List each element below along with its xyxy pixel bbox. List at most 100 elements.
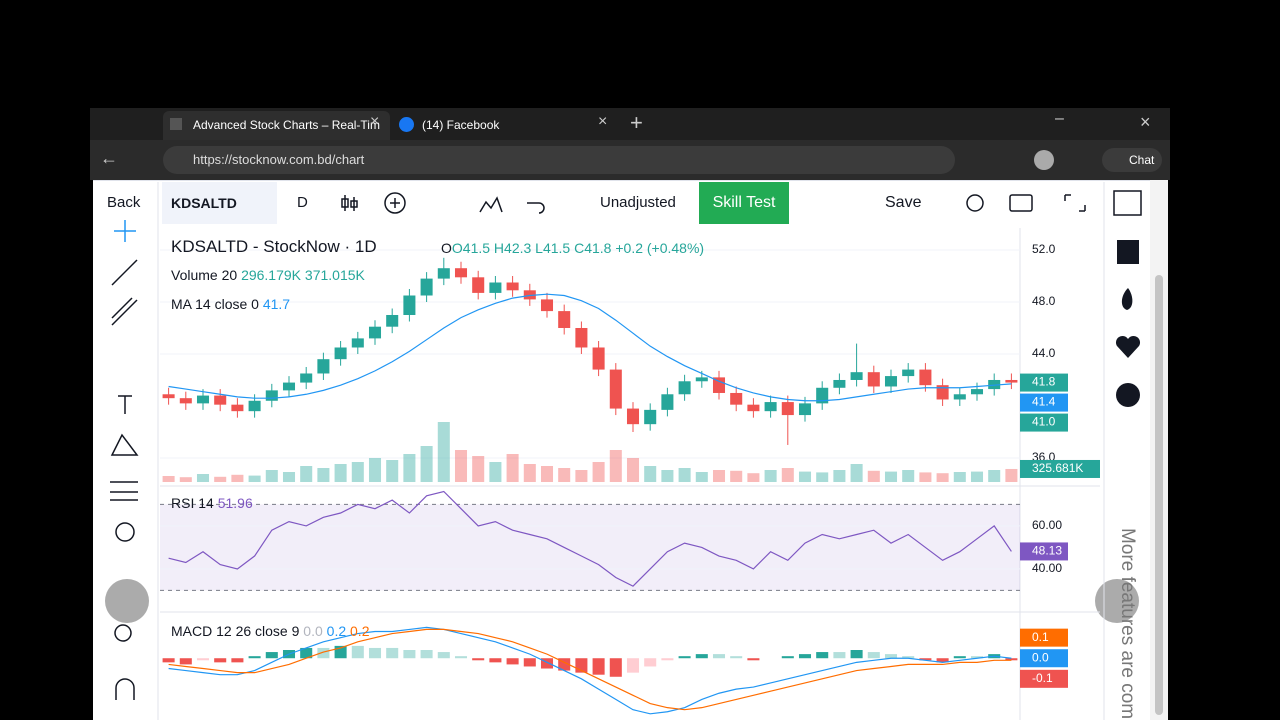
volume-bar [695,472,708,482]
nav-right[interactable] [1095,579,1139,623]
value: 0.2 [326,623,347,639]
candle-body [661,394,674,410]
tab-title: (14) Facebook [422,118,500,132]
candle-body [506,282,519,291]
minimize[interactable]: – [1055,110,1064,127]
volume-bar [747,473,760,482]
histogram-bar [919,658,932,661]
close-tab[interactable]: × [370,113,380,130]
chat-button[interactable]: Chat [1102,148,1162,172]
divider [93,180,1150,181]
profile[interactable] [1034,150,1054,170]
candle-body [300,373,313,383]
close-tab[interactable]: × [598,113,608,130]
candle-body [764,402,777,412]
volume-bar [558,468,571,482]
value: 371.015K [304,267,365,283]
back-text: Back [107,194,141,211]
histogram-bar [420,650,433,659]
tab-icon [170,118,182,130]
symbol-search[interactable]: KDSALTD [162,182,277,224]
volume-bar [867,470,880,482]
tab-active[interactable]: Advanced Stock Charts – Real-Tim [163,111,390,140]
volume-legend: Volume 20 296.179K 371.015K [171,267,365,283]
volume-bar [489,462,502,482]
histogram-bar [523,658,536,667]
price-badge-label: 48.13 [1032,544,1062,558]
new-tab[interactable]: + [630,110,643,135]
candle-body [351,338,364,348]
price-badge [1020,669,1068,688]
volume-bar [816,472,829,482]
price-badge-label: 41.8 [1032,375,1056,389]
volume-bar [781,468,794,482]
url-field[interactable]: https://stocknow.com.bd/chart [163,146,955,174]
title: KDSALTD - StockNow [171,237,340,256]
candle-body [867,372,880,387]
candle-body [540,299,554,312]
histogram-bar [798,654,812,659]
change: +0.2 (+0.48%) [615,240,705,256]
histogram-bar [196,658,210,661]
close: C41.8 [574,240,612,256]
histogram-bar [867,652,880,659]
price-badge-label: 41.0 [1032,415,1056,429]
candle-body [437,268,450,279]
tab-title: Advanced Stock Charts – Real-Tim [193,118,380,132]
candle-body [454,268,468,278]
skill-test[interactable]: Skill Test [699,182,789,224]
macd-line [168,626,1012,715]
candle-body [334,347,347,360]
url: https://stocknow.com.bd/chart [193,152,365,167]
adjust[interactable]: Unadjusted [600,182,676,224]
histogram-bar [231,658,244,663]
close-window[interactable]: × [1140,112,1151,132]
scrollbar [1150,180,1168,720]
volume-bar [833,470,846,482]
candle-body [231,404,244,412]
tab[interactable]: (14) Facebook [392,111,612,140]
interval[interactable]: D [297,182,308,224]
candle-body [798,403,812,416]
adjust-text: Unadjusted [600,194,676,211]
histogram-bar [540,658,554,669]
candle-body [179,398,192,404]
candle-body [712,377,726,393]
label: RSI 14 [171,495,214,511]
back-button[interactable]: ← [100,148,118,168]
candle-body [884,376,898,387]
save[interactable]: Save [885,182,921,224]
nav-left[interactable] [105,579,149,623]
candle-body [523,290,536,300]
tab-strip: Advanced Stock Charts – Real-Tim (14) Fa… [90,108,1170,140]
low: L41.5 [535,240,571,256]
candle-body [282,382,296,391]
histogram-bar [162,658,175,663]
interval-text: D [297,194,308,211]
price-badge [1020,413,1068,432]
back-link[interactable]: Back [107,182,140,224]
volume-bar [420,446,433,482]
candle-body [489,282,502,293]
value: 296.179K [241,267,302,283]
histogram-bar [265,652,278,659]
ma-legend: MA 14 close 0 41.7 [171,296,290,312]
histogram-bar [747,658,760,661]
volume-bar [282,472,296,482]
candle-body [1005,379,1018,383]
histogram-bar [214,658,227,663]
volume-bar [214,476,227,482]
candle-body [558,311,571,328]
candle-body [747,404,760,412]
value: 51.96 [217,495,253,511]
volume-bar [334,464,347,482]
price-badge [1020,628,1068,647]
candle-body [248,400,261,412]
candle-body [403,295,416,315]
value: 0.2 [350,623,370,639]
candle-body [936,385,949,400]
price-badge-label: 41.4 [1032,395,1056,409]
histogram-bar [351,645,364,659]
volume-bar [884,471,898,482]
volume-bar [506,454,519,482]
